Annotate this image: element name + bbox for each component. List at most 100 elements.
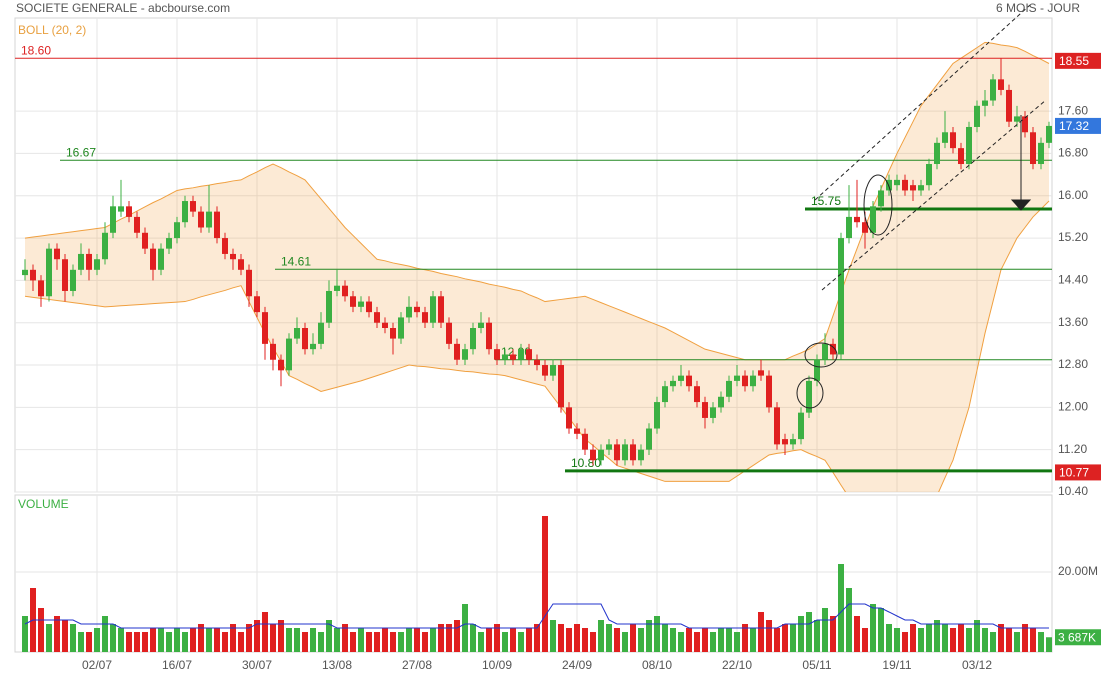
ellipse (804, 342, 838, 368)
candle-body (614, 444, 620, 461)
volume-bar (246, 624, 252, 652)
chart-title: SOCIETE GENERALE - abcbourse.com (16, 1, 230, 15)
volume-bar (958, 624, 964, 652)
candle-body (758, 370, 764, 376)
y-tick-label: 17.60 (1058, 103, 1088, 117)
volume-bar (758, 612, 764, 652)
candle-body (646, 428, 652, 450)
candle-body (742, 375, 748, 387)
candle-body (566, 407, 572, 429)
volume-bar (894, 628, 900, 652)
volume-bar (278, 620, 284, 652)
candle-body (950, 132, 956, 149)
volume-bar (526, 628, 532, 652)
x-tick-label: 22/10 (722, 658, 752, 672)
price-marker-label: 17.32 (1059, 119, 1089, 133)
candle-body (270, 343, 276, 360)
volume-bar (342, 624, 348, 652)
candle-body (94, 259, 100, 270)
volume-bar (206, 628, 212, 652)
candle-body (838, 238, 844, 355)
candle-body (366, 301, 372, 313)
volume-bar (1006, 628, 1012, 652)
volume-bar (62, 620, 68, 652)
candle-body (102, 232, 108, 260)
volume-bar (1030, 628, 1036, 652)
candle-body (958, 148, 964, 165)
candle-body (382, 322, 388, 329)
candle-body (334, 285, 340, 291)
volume-bar (830, 616, 836, 652)
candle-body (278, 359, 284, 371)
volume-bar (662, 624, 668, 652)
volume-bar (78, 632, 84, 652)
volume-bar (478, 632, 484, 652)
volume-ma (24, 603, 1049, 629)
ellipse (863, 174, 893, 236)
volume-bar (886, 624, 892, 652)
volume-bar (686, 628, 692, 652)
volume-bar (158, 628, 164, 652)
candle-body (982, 100, 988, 106)
volume-bar (214, 628, 220, 652)
candle-body (166, 238, 172, 249)
volume-bar (470, 624, 476, 652)
volume-bar (22, 616, 28, 652)
candle-body (670, 380, 676, 387)
x-tick-label: 27/08 (402, 658, 432, 672)
volume-bar (950, 628, 956, 652)
candle-body (518, 349, 524, 360)
candle-body (110, 206, 116, 233)
volume-bar (606, 624, 612, 652)
volume-bar (878, 608, 884, 652)
candle-body (486, 322, 492, 350)
candle-body (358, 301, 364, 307)
candle-body (974, 105, 980, 127)
candle-body (422, 312, 428, 323)
volume-bar (326, 620, 332, 652)
volume-bar (694, 632, 700, 652)
x-tick-label: 08/10 (642, 658, 672, 672)
candle-body (630, 444, 636, 461)
candle-body (286, 338, 292, 371)
x-tick-label: 13/08 (322, 658, 352, 672)
candle-body (150, 248, 156, 270)
candle-body (230, 253, 236, 260)
candle-body (638, 449, 644, 461)
candle-body (918, 185, 924, 191)
y-tick-label: 15.20 (1058, 230, 1088, 244)
candle-body (934, 142, 940, 165)
volume-bar (654, 616, 660, 652)
volume-bar (910, 624, 916, 652)
candle-body (406, 306, 412, 318)
volume-bar (518, 632, 524, 652)
volume-bar (294, 628, 300, 652)
candle-body (1038, 142, 1044, 165)
volume-bar (102, 616, 108, 652)
volume-bar (998, 624, 1004, 652)
volume-bar (614, 628, 620, 652)
volume-bar (454, 620, 460, 652)
candle-body (54, 248, 60, 260)
arrow-head (1010, 199, 1032, 211)
x-tick-label: 10/09 (482, 658, 512, 672)
x-tick-label: 30/07 (242, 658, 272, 672)
candle-body (910, 185, 916, 191)
volume-bar (734, 632, 740, 652)
y-tick-label: 12.80 (1058, 357, 1088, 371)
volume-bar (174, 628, 180, 652)
volume-bar (726, 628, 732, 652)
volume-bar (750, 628, 756, 652)
volume-bar (94, 628, 100, 652)
candle-body (214, 211, 220, 239)
candle-body (446, 322, 452, 344)
candle-body (398, 317, 404, 339)
volume-label: VOLUME (18, 497, 69, 511)
volume-bar (38, 608, 44, 652)
volume-bar (926, 624, 932, 652)
candle-body (550, 365, 556, 376)
candle-body (702, 402, 708, 418)
candle-body (46, 248, 52, 297)
volume-bar (678, 632, 684, 652)
candle-body (1014, 116, 1020, 122)
